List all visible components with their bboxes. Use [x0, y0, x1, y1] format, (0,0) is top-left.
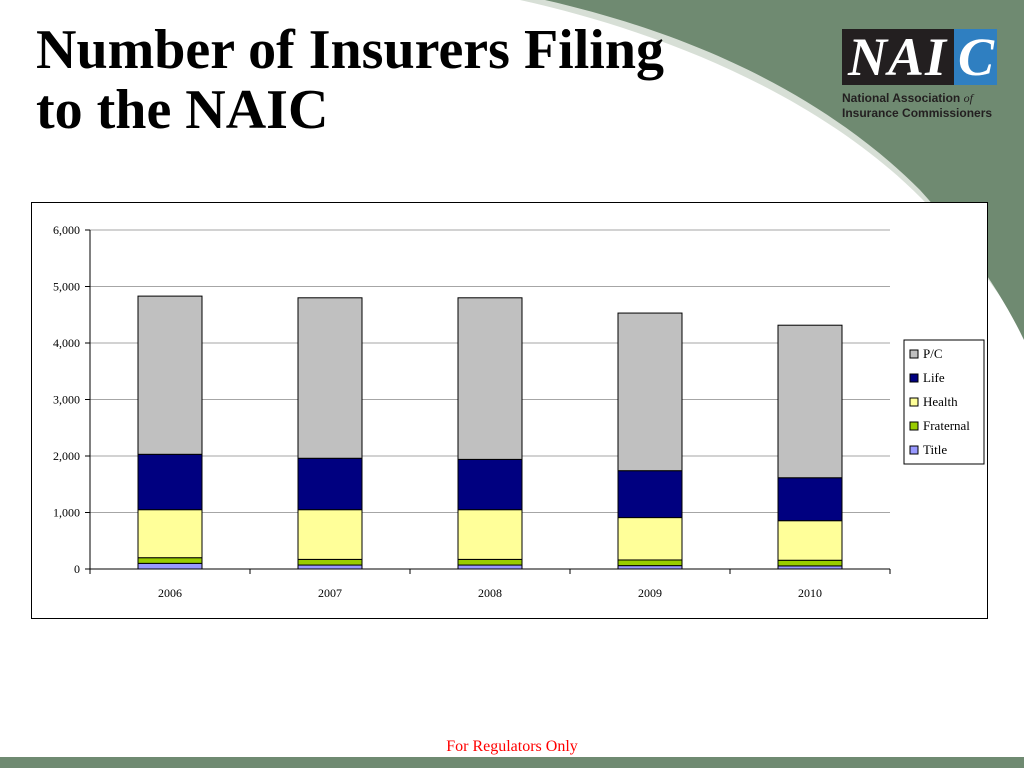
- legend-swatch: [909, 397, 919, 407]
- y-tick-label: 2,000: [53, 449, 80, 463]
- bar-segment-fraternal: [777, 559, 843, 567]
- bar-segment-fraternal: [617, 559, 683, 567]
- logo-sub-line2: Insurance Commissioners: [842, 106, 993, 120]
- y-tick-label: 3,000: [53, 393, 80, 407]
- bar-segment-pc: [777, 324, 843, 479]
- x-tick-label: 2010: [798, 586, 822, 600]
- bar-segment-fraternal: [297, 558, 363, 566]
- bar-segment-health: [617, 517, 683, 561]
- bar-segment-pc: [457, 297, 523, 460]
- legend-swatch: [909, 421, 919, 431]
- bar-segment-fraternal: [137, 557, 203, 564]
- title-line-2: to the NAIC: [36, 79, 329, 141]
- bar-segment-life: [457, 458, 523, 511]
- bar-segment-pc: [617, 312, 683, 472]
- logo-mark: NAI: [848, 27, 948, 87]
- logo-blue-block: [954, 29, 997, 85]
- swoosh-dark-band: [545, 0, 1024, 340]
- x-tick-label: 2006: [158, 586, 182, 600]
- chart-frame: 0 1,000 2,000 3,000 4,000 5,000 6,000 2006 2007 2…: [31, 202, 988, 619]
- bar-segment-pc: [137, 295, 203, 455]
- bar-segment-title: [457, 564, 523, 570]
- y-tick-label: 1,000: [53, 506, 80, 520]
- bottom-bar: [0, 757, 1024, 768]
- bar-segment-life: [777, 477, 843, 522]
- y-tick-label: 5,000: [53, 280, 80, 294]
- bar-segment-title: [137, 562, 203, 570]
- naic-logo: NAI C National Association of Insurance …: [842, 27, 997, 129]
- legend-label: Health: [923, 394, 958, 409]
- title-line-1: Number of Insurers Filing: [36, 19, 664, 81]
- logo-mark-accent: C: [958, 27, 995, 87]
- stacked-bar-chart: 0 1,000 2,000 3,000 4,000 5,000 6,000 2006 2007 2…: [53, 223, 985, 600]
- bar-segment-fraternal: [457, 558, 523, 566]
- logo-dark-block: [842, 29, 954, 85]
- y-tick-label: 0: [74, 562, 80, 576]
- bar-segment-life: [297, 457, 363, 511]
- bar-segment-title: [297, 564, 363, 570]
- legend-swatch: [909, 445, 919, 455]
- bar-segment-health: [777, 520, 843, 561]
- x-tick-label: 2009: [638, 586, 662, 600]
- bar-segment-health: [137, 509, 203, 559]
- legend-label: Life: [923, 370, 945, 385]
- bar-segment-title: [617, 565, 683, 570]
- x-tick-label: 2008: [478, 586, 502, 600]
- logo-sub-of: of: [963, 91, 973, 105]
- slide-title: Number of Insurers Filing to the NAIC: [36, 20, 664, 140]
- bar-segment-health: [457, 509, 523, 560]
- logo-subtitle: National Association of Insurance Commis…: [842, 91, 992, 121]
- legend-swatch: [909, 349, 919, 359]
- bar-segment-life: [137, 453, 203, 511]
- y-tick-label: 4,000: [53, 336, 80, 350]
- legend-label: Fraternal: [923, 418, 970, 433]
- x-tick-label: 2007: [318, 586, 342, 600]
- bar-segment-health: [297, 509, 363, 560]
- y-tick-label: 6,000: [53, 223, 80, 237]
- footer-note: For Regulators Only: [446, 738, 578, 755]
- legend-label: P/C: [923, 346, 943, 361]
- logo-sub-line1: National Association: [842, 91, 961, 105]
- bar-segment-life: [617, 470, 683, 519]
- legend-swatch: [909, 373, 919, 383]
- bar-segment-pc: [297, 297, 363, 459]
- legend-label: Title: [923, 442, 947, 457]
